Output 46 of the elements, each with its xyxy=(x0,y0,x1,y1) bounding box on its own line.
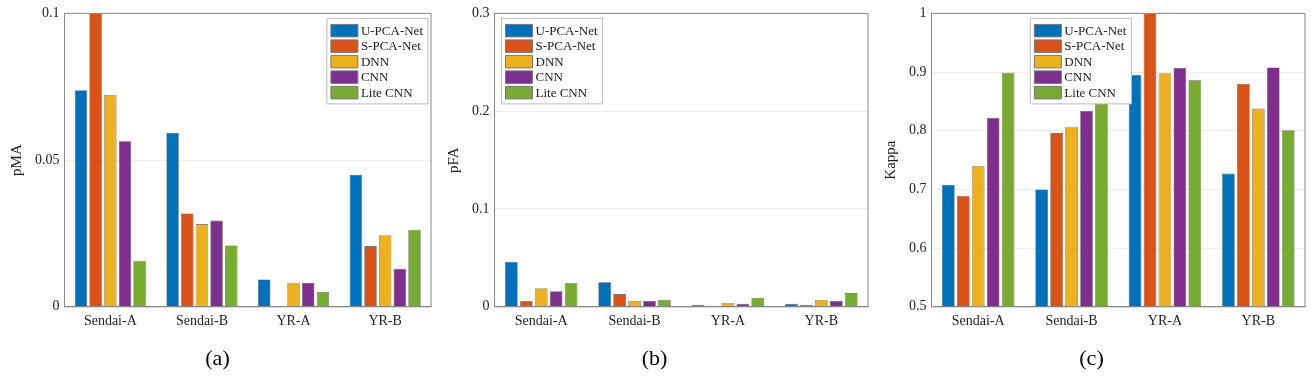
legend-label: DNN xyxy=(535,53,565,69)
x-tick-label: YR-B xyxy=(1241,312,1276,328)
x-tick-label: Sendai-A xyxy=(514,312,569,328)
text: (b) xyxy=(641,344,668,370)
y-tick-label: 0.05 xyxy=(35,151,60,167)
x-tick-label: YR-A xyxy=(710,312,746,328)
y-tick-label: 0.8 xyxy=(909,122,927,138)
legend-label: DNN xyxy=(1064,53,1094,69)
legend-label: CNN xyxy=(360,69,389,85)
y-tick-label: 0.1 xyxy=(42,5,60,21)
legend-label: CNN xyxy=(535,69,564,85)
y-tick-label: 0.3 xyxy=(472,5,490,21)
legend-label: CNN xyxy=(1064,69,1093,85)
y-axis-title: pMA xyxy=(7,144,24,176)
legend-label: U-PCA-Net xyxy=(1064,22,1127,38)
legend-label: U-PCA-Net xyxy=(535,22,598,38)
x-tick-label: YR-B xyxy=(804,312,839,328)
legend-label: Lite CNN xyxy=(535,84,588,100)
y-tick-label: 0.7 xyxy=(909,181,927,197)
y-tick-label: 0 xyxy=(52,298,60,314)
x-tick-label: YR-A xyxy=(1147,312,1183,328)
y-tick-label: 1 xyxy=(919,5,927,21)
y-tick-label: 0.1 xyxy=(472,200,490,216)
x-tick-label: YR-A xyxy=(276,312,312,328)
legend-label: U-PCA-Net xyxy=(360,22,424,38)
y-axis-title: Kappa xyxy=(881,140,898,180)
x-tick-label: YR-B xyxy=(368,312,402,328)
legend-label: S-PCA-Net xyxy=(535,38,596,54)
y-tick-label: 0 xyxy=(482,298,490,314)
x-tick-label: Sendai-B xyxy=(175,312,228,328)
x-tick-label: Sendai-A xyxy=(83,312,138,328)
legend-label: S-PCA-Net xyxy=(1064,38,1125,54)
text: (c) xyxy=(1079,344,1104,370)
legend-label: Lite CNN xyxy=(1064,84,1117,100)
y-tick-label: 0.2 xyxy=(472,102,490,118)
text: (a) xyxy=(205,344,230,370)
y-tick-label: 0.9 xyxy=(909,63,927,79)
legend-label: Lite CNN xyxy=(360,84,414,100)
x-tick-label: Sendai-A xyxy=(951,312,1006,328)
y-tick-label: 0.6 xyxy=(909,239,927,255)
legend-label: S-PCA-Net xyxy=(360,38,422,54)
x-tick-label: Sendai-B xyxy=(1045,312,1098,328)
legend-label: DNN xyxy=(360,53,390,69)
x-tick-label: Sendai-B xyxy=(608,312,661,328)
y-tick-label: 0.5 xyxy=(909,298,927,314)
y-axis-title: pFA xyxy=(444,147,461,173)
